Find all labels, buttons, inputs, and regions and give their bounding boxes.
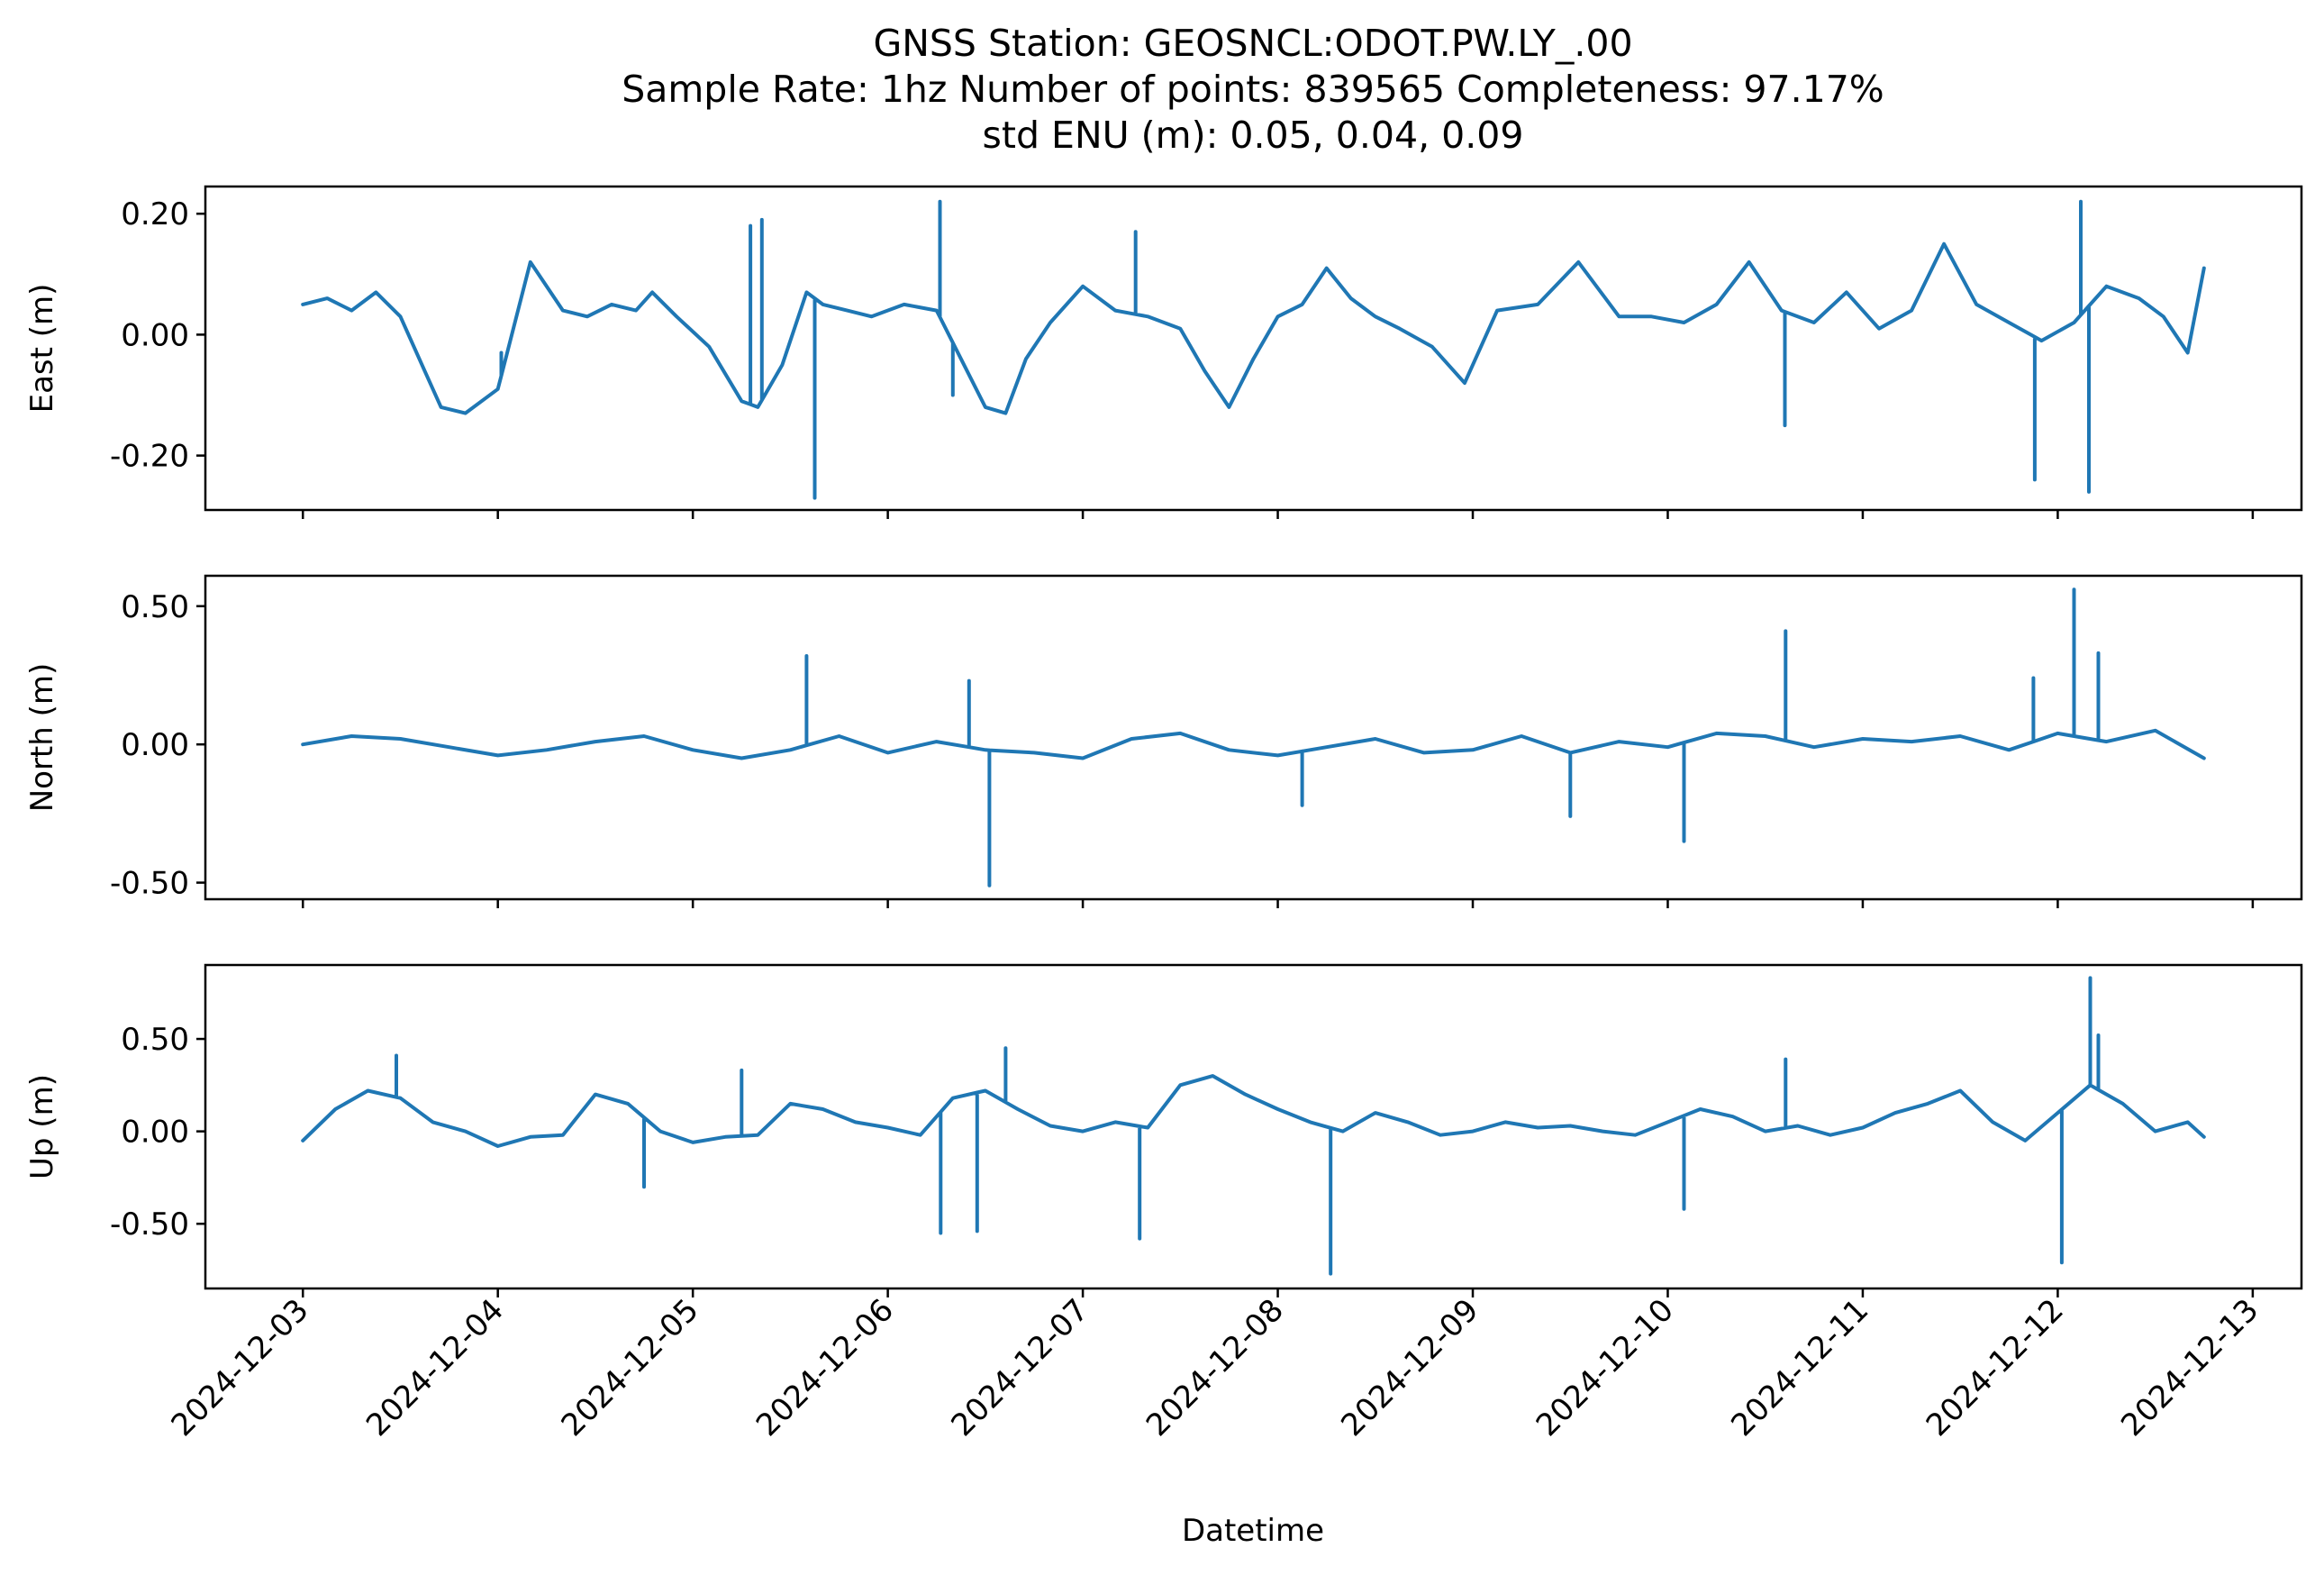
axes-frame bbox=[204, 574, 2303, 901]
title-line-1: GNSS Station: GEOSNCL:ODOT.PW.LY_.00 bbox=[873, 22, 1632, 65]
y-tick-label: 0.50 bbox=[121, 589, 189, 625]
axes-frame bbox=[204, 185, 2303, 512]
series-line-north bbox=[301, 587, 2206, 888]
y-tick-label: -0.50 bbox=[110, 866, 189, 902]
panel-north: 0.50 0.00 -0.50 North (m) bbox=[24, 574, 2303, 908]
series-line-east bbox=[301, 199, 2206, 500]
title-line-3: std ENU (m): 0.05, 0.04, 0.09 bbox=[983, 114, 1524, 157]
y-tick-label: 0.20 bbox=[121, 196, 189, 232]
y-tick-label: 0.00 bbox=[121, 1115, 189, 1151]
axes-frame bbox=[204, 963, 2303, 1290]
y-tick-label: 0.00 bbox=[121, 317, 189, 353]
y-tick-label: -0.20 bbox=[110, 439, 189, 475]
title-line-2: Sample Rate: 1hz Number of points: 83956… bbox=[622, 68, 1884, 111]
x-axis-label: Datetime bbox=[1182, 1513, 1324, 1549]
y-axis-label: Up (m) bbox=[24, 1074, 60, 1179]
y-tick-label: 0.00 bbox=[121, 727, 189, 763]
y-tick-label: -0.50 bbox=[110, 1206, 189, 1243]
y-axis-label: North (m) bbox=[24, 663, 60, 813]
y-tick-label: 0.50 bbox=[121, 1022, 189, 1058]
y-axis-label: East (m) bbox=[24, 284, 60, 414]
panel-east: 0.20 0.00 -0.20 East (m) bbox=[24, 185, 2303, 519]
series-line-up bbox=[301, 976, 2206, 1276]
